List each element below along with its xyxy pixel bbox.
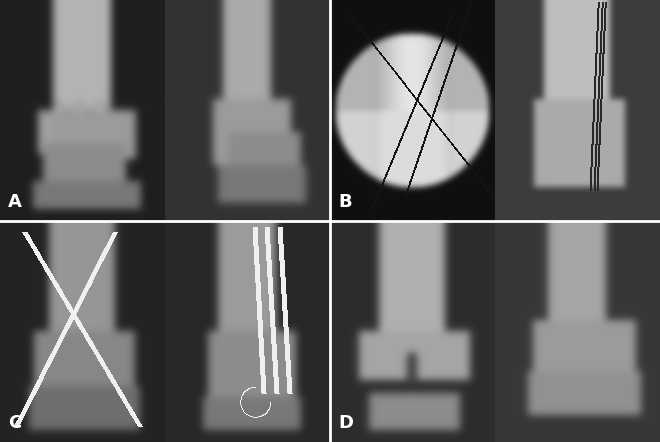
Text: A: A bbox=[8, 193, 22, 211]
Text: C: C bbox=[8, 414, 21, 432]
Text: D: D bbox=[338, 414, 353, 432]
Text: B: B bbox=[338, 193, 352, 211]
